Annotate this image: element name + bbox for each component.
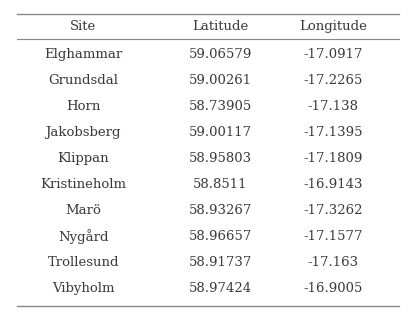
Text: -17.1395: -17.1395 — [303, 126, 363, 139]
Text: 58.8511: 58.8511 — [193, 178, 248, 191]
Text: 58.73905: 58.73905 — [189, 100, 252, 113]
Text: Elghammar: Elghammar — [44, 47, 122, 61]
Text: Horn: Horn — [66, 100, 100, 113]
Text: -17.0917: -17.0917 — [303, 47, 363, 61]
Text: -17.3262: -17.3262 — [303, 204, 363, 217]
Text: -17.138: -17.138 — [307, 100, 358, 113]
Text: 59.00117: 59.00117 — [189, 126, 252, 139]
Text: 58.96657: 58.96657 — [189, 230, 252, 243]
Text: Klippan: Klippan — [57, 152, 109, 165]
Text: Longitude: Longitude — [299, 20, 367, 33]
Text: Jakobsberg: Jakobsberg — [45, 126, 121, 139]
Text: -17.163: -17.163 — [307, 256, 358, 269]
Text: Marö: Marö — [65, 204, 101, 217]
Text: -17.1577: -17.1577 — [303, 230, 363, 243]
Text: Latitude: Latitude — [192, 20, 249, 33]
Text: -16.9005: -16.9005 — [303, 282, 362, 295]
Text: Vibyholm: Vibyholm — [52, 282, 114, 295]
Text: 59.06579: 59.06579 — [189, 47, 252, 61]
Text: 58.95803: 58.95803 — [189, 152, 252, 165]
Text: Site: Site — [70, 20, 97, 33]
Text: Nygård: Nygård — [58, 229, 109, 244]
Text: -17.2265: -17.2265 — [303, 73, 362, 87]
Text: -17.1809: -17.1809 — [303, 152, 362, 165]
Text: 59.00261: 59.00261 — [189, 73, 252, 87]
Text: Kristineholm: Kristineholm — [40, 178, 126, 191]
Text: 58.93267: 58.93267 — [189, 204, 252, 217]
Text: Grundsdal: Grundsdal — [48, 73, 118, 87]
Text: Trollesund: Trollesund — [47, 256, 119, 269]
Text: -16.9143: -16.9143 — [303, 178, 363, 191]
Text: 58.97424: 58.97424 — [189, 282, 252, 295]
Text: 58.91737: 58.91737 — [189, 256, 252, 269]
